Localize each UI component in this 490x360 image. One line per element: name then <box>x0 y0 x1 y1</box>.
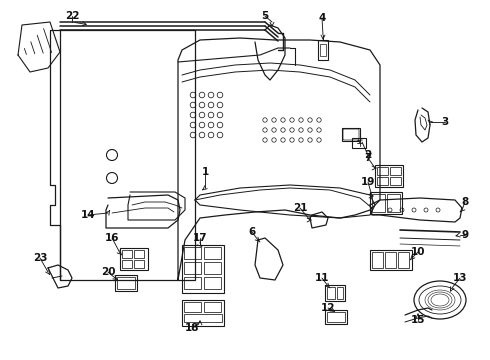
Bar <box>337 287 343 299</box>
Bar <box>204 277 221 289</box>
Text: 16: 16 <box>105 233 119 243</box>
Bar <box>372 252 383 268</box>
Bar <box>184 314 222 322</box>
Bar <box>134 250 144 258</box>
Text: 21: 21 <box>293 203 307 213</box>
Text: 5: 5 <box>261 11 269 21</box>
Bar <box>390 177 401 185</box>
Bar <box>182 245 224 293</box>
Text: 13: 13 <box>453 273 467 283</box>
Bar <box>117 277 135 289</box>
Bar <box>377 167 388 175</box>
Text: 10: 10 <box>411 247 425 257</box>
Text: 14: 14 <box>81 210 96 220</box>
Text: 1: 1 <box>201 167 209 177</box>
Bar <box>204 302 221 312</box>
Bar <box>122 250 132 258</box>
Text: 15: 15 <box>411 315 425 325</box>
Text: 3: 3 <box>441 117 449 127</box>
Bar <box>325 310 347 324</box>
Bar <box>184 302 201 312</box>
Text: 6: 6 <box>248 227 256 237</box>
Text: 11: 11 <box>315 273 329 283</box>
Text: 4: 4 <box>318 13 326 23</box>
Bar <box>385 252 396 268</box>
Text: 20: 20 <box>101 267 115 277</box>
Bar <box>370 250 412 270</box>
Bar <box>115 275 137 291</box>
Bar <box>370 192 402 214</box>
Bar <box>122 260 132 268</box>
Bar <box>134 260 144 268</box>
Bar <box>377 177 388 185</box>
Bar <box>204 262 221 274</box>
Bar <box>320 44 326 56</box>
Bar <box>318 40 328 60</box>
Bar <box>327 312 345 322</box>
Text: 23: 23 <box>33 253 47 263</box>
Text: 12: 12 <box>321 303 335 313</box>
Text: 18: 18 <box>185 323 199 333</box>
Bar <box>352 138 366 148</box>
Bar <box>204 247 221 259</box>
Text: 9: 9 <box>462 230 468 240</box>
Text: 17: 17 <box>193 233 207 243</box>
Bar <box>325 285 345 301</box>
Bar <box>120 248 148 270</box>
Text: 7: 7 <box>364 153 372 163</box>
Text: 8: 8 <box>462 197 468 207</box>
Bar <box>184 247 201 259</box>
Bar <box>398 252 409 268</box>
Text: 22: 22 <box>65 11 79 21</box>
Bar <box>375 165 403 187</box>
Bar <box>387 194 400 212</box>
Text: 2: 2 <box>365 150 371 160</box>
Bar <box>372 194 385 212</box>
Bar <box>390 167 401 175</box>
Bar <box>184 277 201 289</box>
Bar <box>342 128 360 141</box>
Bar <box>184 262 201 274</box>
Text: 19: 19 <box>361 177 375 187</box>
Bar <box>327 287 335 299</box>
Bar <box>182 300 224 326</box>
